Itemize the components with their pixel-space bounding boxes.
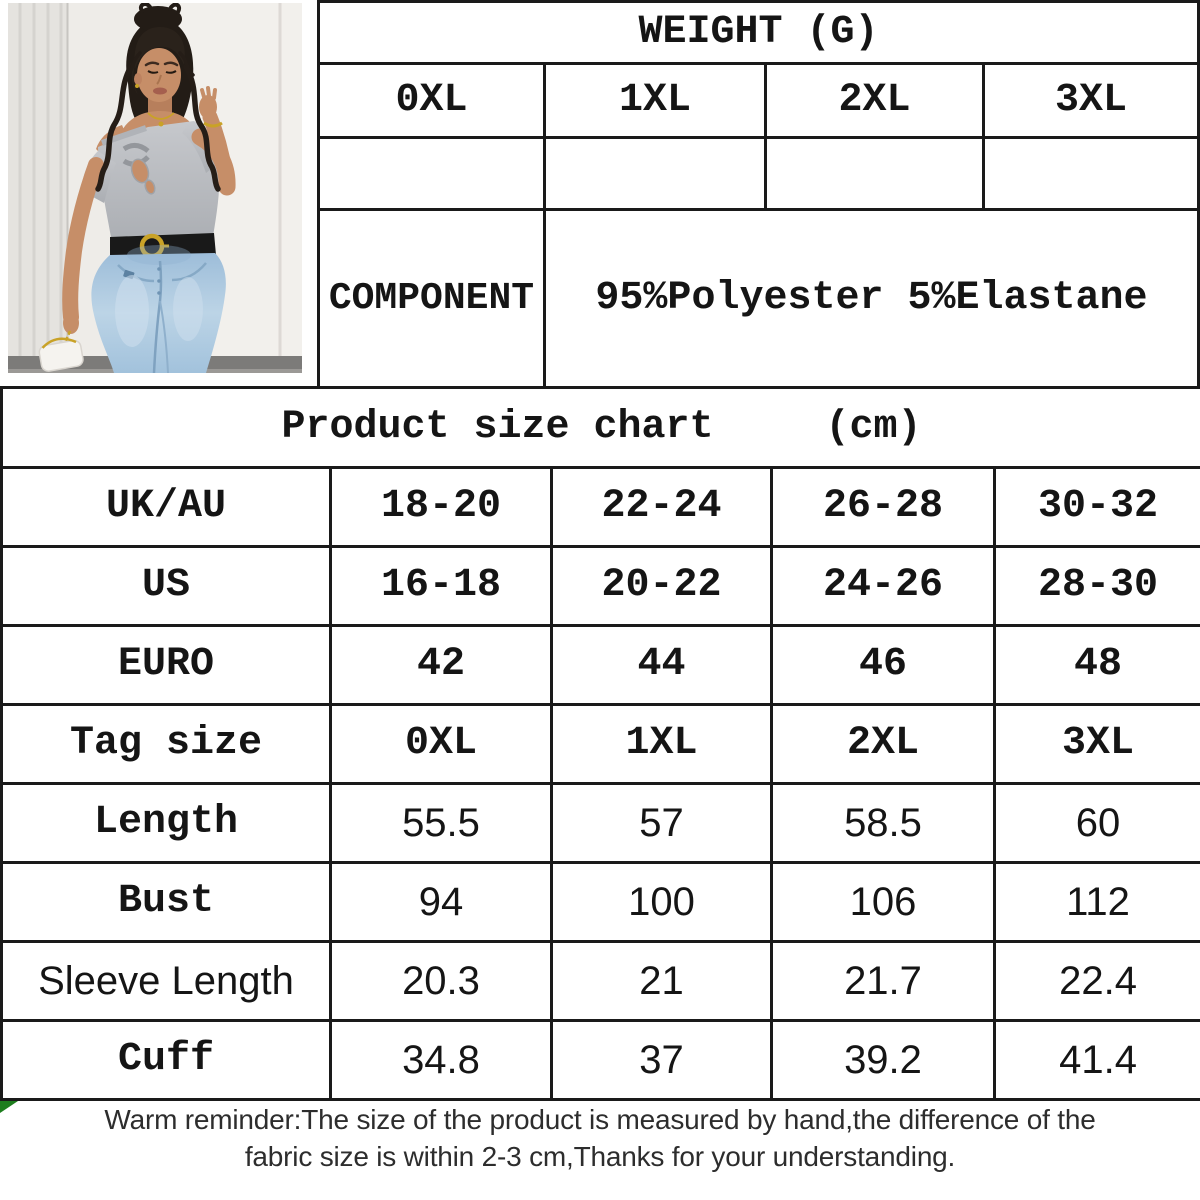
value-cell: 2XL (770, 703, 996, 785)
weight-size-header-row: 0XL 1XL 2XL 3XL (316, 62, 1200, 139)
size-row-uk-au: UK/AU 18-20 22-24 26-28 30-32 (0, 466, 1200, 548)
weight-value-cell (542, 136, 767, 211)
weight-size-3xl: 3XL (981, 62, 1200, 139)
value-cell: 37 (550, 1019, 773, 1101)
value-cell: 24-26 (770, 545, 996, 627)
weight-table-title: WEIGHT (G) (316, 0, 1200, 65)
value-cell: 20.3 (329, 940, 553, 1022)
model-photo-illustration (8, 3, 302, 373)
top-section: WEIGHT (G) 0XL 1XL 2XL 3XL COMPONENT 95%Pol… (0, 0, 1200, 386)
value-cell: 55.5 (329, 782, 553, 864)
component-value: 95%Polyester 5%Elastane (542, 208, 1200, 386)
value-cell: 22-24 (550, 466, 773, 548)
value-cell: 112 (992, 861, 1200, 943)
row-label: Length (0, 782, 332, 864)
value-cell: 46 (770, 624, 996, 706)
row-label: Bust (0, 861, 332, 943)
row-label: Cuff (0, 1019, 332, 1101)
product-photo (0, 0, 317, 386)
value-cell: 1XL (550, 703, 773, 785)
reminder-line-1: Warm reminder:The size of the product is… (104, 1104, 1096, 1135)
weight-values-row (316, 136, 1200, 211)
size-row-length: Length 55.5 57 58.5 60 (0, 782, 1200, 864)
value-cell: 34.8 (329, 1019, 553, 1101)
row-label: EURO (0, 624, 332, 706)
value-cell: 48 (992, 624, 1200, 706)
value-cell: 16-18 (329, 545, 553, 627)
size-row-cuff: Cuff 34.8 37 39.2 41.4 (0, 1019, 1200, 1101)
value-cell: 60 (992, 782, 1200, 864)
weight-size-0xl: 0XL (316, 62, 546, 139)
value-cell: 100 (550, 861, 773, 943)
size-chart-title-group: Product size chart (cm) (5, 404, 1199, 450)
weight-value-cell (763, 136, 985, 211)
row-label: UK/AU (0, 466, 332, 548)
green-accent-wedge (0, 1101, 18, 1113)
row-label: US (0, 545, 332, 627)
value-cell: 44 (550, 624, 773, 706)
weight-value-cell (981, 136, 1200, 211)
value-cell: 58.5 (770, 782, 996, 864)
component-label: COMPONENT (316, 208, 546, 386)
size-chart-unit: (cm) (825, 404, 922, 450)
size-row-us: US 16-18 20-22 24-26 28-30 (0, 545, 1200, 627)
value-cell: 22.4 (992, 940, 1200, 1022)
value-cell: 42 (329, 624, 553, 706)
component-row: COMPONENT 95%Polyester 5%Elastane (316, 208, 1200, 386)
weight-value-cell (316, 136, 546, 211)
value-cell: 30-32 (992, 466, 1200, 548)
value-cell: 3XL (992, 703, 1200, 785)
value-cell: 41.4 (992, 1019, 1200, 1101)
value-cell: 0XL (329, 703, 553, 785)
size-chart-title-row: Product size chart (cm) (0, 386, 1200, 469)
row-label: Tag size (0, 703, 332, 785)
value-cell: 20-22 (550, 545, 773, 627)
footer-note: Warm reminder:The size of the product is… (0, 1101, 1200, 1197)
size-row-euro: EURO 42 44 46 48 (0, 624, 1200, 706)
value-cell: 106 (770, 861, 996, 943)
row-label: Sleeve Length (0, 940, 332, 1022)
size-chart-title: Product size chart (281, 404, 714, 450)
weight-title-row: WEIGHT (G) (316, 0, 1200, 65)
size-row-tag-size: Tag size 0XL 1XL 2XL 3XL (0, 703, 1200, 785)
size-row-sleeve-length: Sleeve Length 20.3 21 21.7 22.4 (0, 940, 1200, 1022)
size-chart-table: Product size chart (cm) UK/AU 18-20 22-24 2… (0, 386, 1200, 1101)
value-cell: 21 (550, 940, 773, 1022)
value-cell: 28-30 (992, 545, 1200, 627)
weight-size-1xl: 1XL (542, 62, 767, 139)
value-cell: 18-20 (329, 466, 553, 548)
value-cell: 39.2 (770, 1019, 996, 1101)
size-row-bust: Bust 94 100 106 112 (0, 861, 1200, 943)
weight-size-2xl: 2XL (763, 62, 985, 139)
value-cell: 21.7 (770, 940, 996, 1022)
value-cell: 94 (329, 861, 553, 943)
weight-table: WEIGHT (G) 0XL 1XL 2XL 3XL COMPONENT 95%Pol… (316, 0, 1200, 386)
value-cell: 26-28 (770, 466, 996, 548)
value-cell: 57 (550, 782, 773, 864)
reminder-line-2: fabric size is within 2-3 cm,Thanks for … (244, 1141, 956, 1172)
